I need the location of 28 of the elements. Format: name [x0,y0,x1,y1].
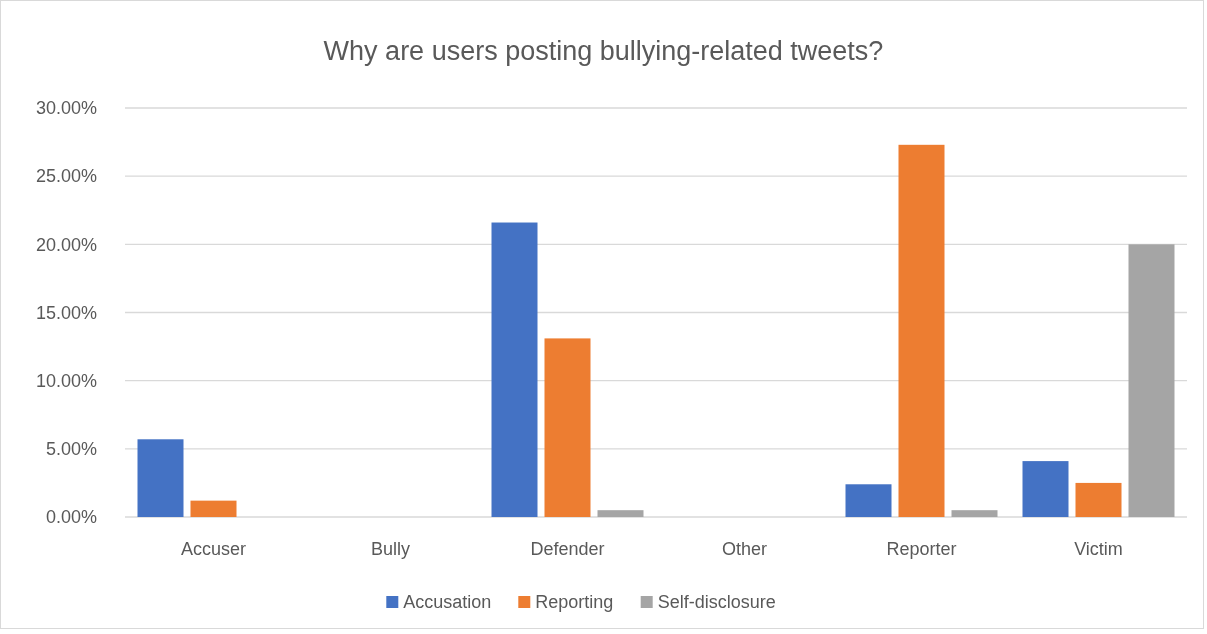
x-tick-label: Reporter [886,539,957,559]
bar [597,510,644,517]
legend-label: Reporting [535,592,614,613]
y-tick-label: 10.00% [35,370,97,391]
y-tick-label: 0.00% [45,507,97,528]
bar [951,510,998,517]
bar [898,144,945,517]
y-tick-label: 15.00% [35,302,97,323]
bar [491,222,538,517]
x-tick-label: Bully [370,539,411,559]
bar [1128,244,1175,517]
legend-label: Self-disclosure [657,592,776,613]
chart-title: Why are users posting bullying-related tweets? [323,36,884,66]
x-tick-label: Accuser [180,539,247,559]
x-tick-label: Other [721,539,768,559]
x-tick-label: Defender [530,539,605,559]
bar [544,338,591,517]
bar [1075,482,1122,517]
y-tick-label: 30.00% [35,98,97,119]
y-tick-label: 25.00% [35,166,97,187]
bar [1022,461,1069,517]
bar [137,439,184,517]
x-tick-label: Victim [1074,539,1123,559]
legend-label: Accusation [403,592,492,613]
y-tick-label: 20.00% [35,234,97,255]
bar [190,500,237,517]
bar [845,484,892,517]
y-tick-label: 5.00% [45,439,97,460]
